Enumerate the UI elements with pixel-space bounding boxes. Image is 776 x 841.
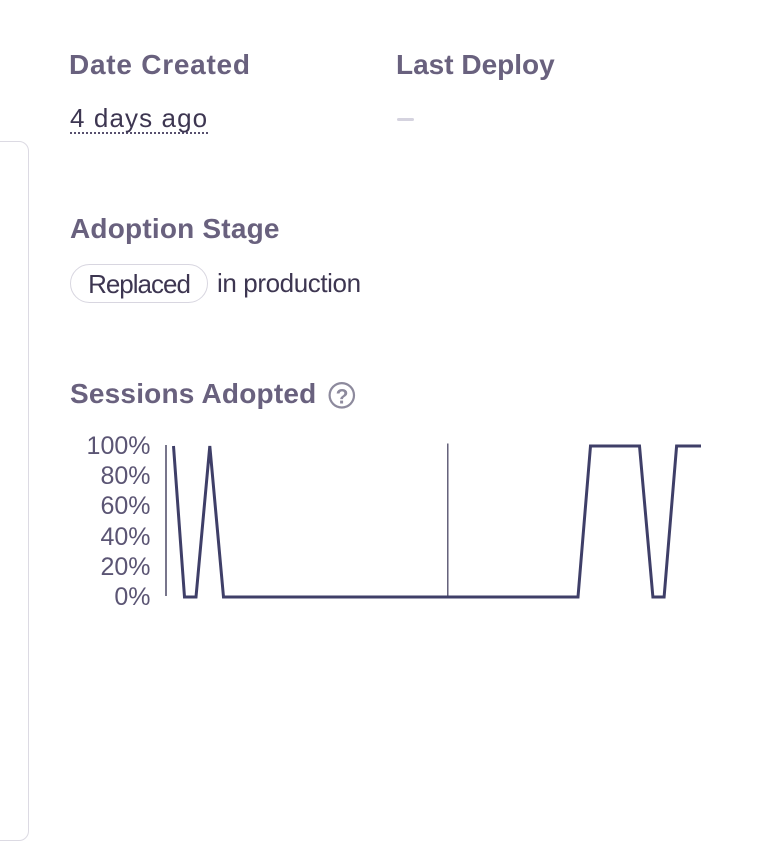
svg-text:?: ?	[336, 386, 349, 409]
